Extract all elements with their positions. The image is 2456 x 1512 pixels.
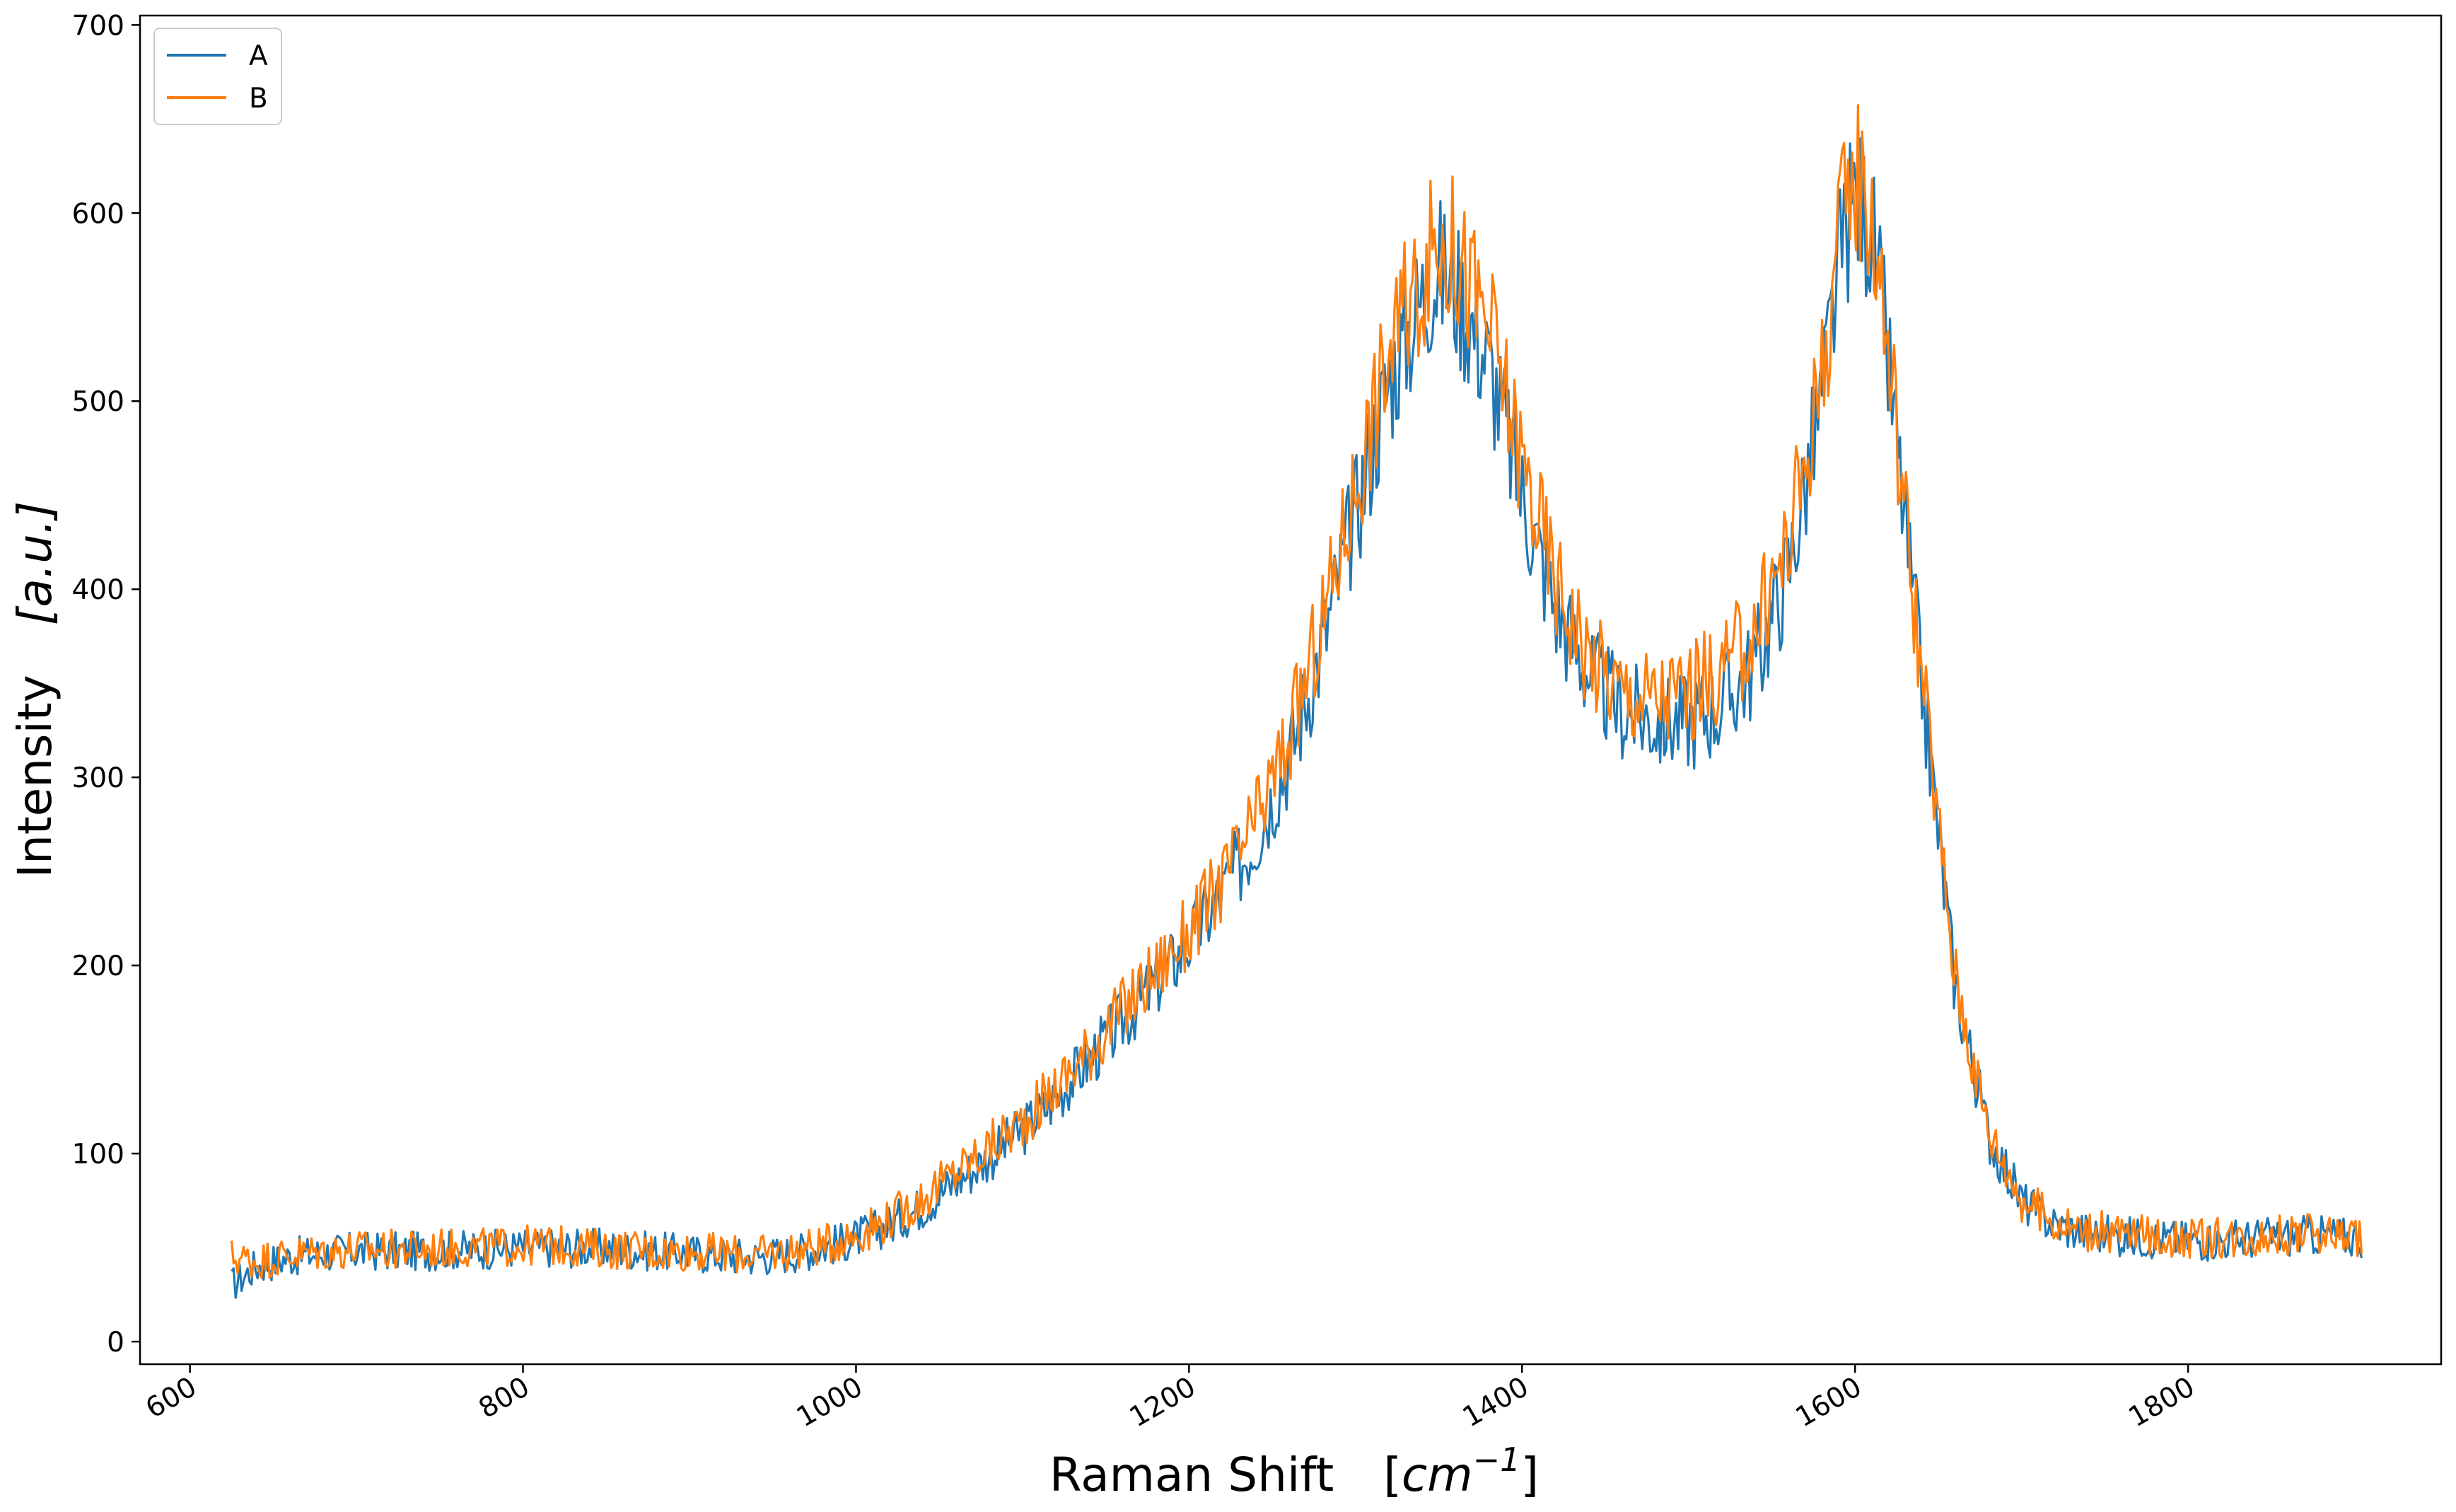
y-tick-label: 400 — [72, 574, 124, 606]
legend-box — [153, 28, 282, 125]
y-tick-label: 300 — [72, 762, 124, 794]
x-axis-label-main: Raman Shift — [1049, 1448, 1334, 1502]
x-axis-label: Raman Shift [cm−1] — [1049, 1441, 1539, 1502]
y-tick-label: 500 — [72, 386, 124, 418]
y-axis-label: Intensity [a.u.] — [8, 501, 62, 878]
y-tick-label: 700 — [72, 10, 124, 42]
series-line-b — [230, 104, 2363, 1279]
x-axis-unit-close: ] — [1520, 1448, 1539, 1502]
legend: A B — [153, 28, 282, 125]
y-axis-ticks: 0 100 200 300 400 500 600 700 — [72, 10, 140, 1359]
y-tick-label: 600 — [72, 198, 124, 230]
y-axis-label-main: Intensity — [8, 675, 62, 878]
x-axis-unit-base: cm — [1402, 1448, 1473, 1502]
x-axis-unit-exponent: −1 — [1473, 1441, 1521, 1479]
series-layer — [230, 104, 2363, 1299]
y-tick-label: 0 — [107, 1327, 124, 1359]
legend-label-a: A — [249, 40, 268, 72]
series-line-a — [231, 137, 2363, 1299]
x-axis-unit-open: [ — [1383, 1448, 1402, 1502]
plot-frame — [139, 14, 2443, 1366]
y-axis-unit: [a.u.] — [8, 501, 62, 625]
legend-label-b: B — [249, 83, 268, 115]
y-tick-label: 100 — [72, 1139, 124, 1170]
y-tick-label: 200 — [72, 950, 124, 982]
